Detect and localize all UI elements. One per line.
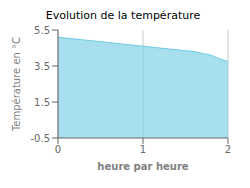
svg-text:3.5: 3.5 [34,61,50,72]
svg-text:1.5: 1.5 [34,97,50,108]
svg-text:heure par heure: heure par heure [97,161,188,172]
svg-text:2: 2 [225,144,231,155]
svg-text:Température en °C: Température en °C [11,37,22,132]
html-text:Evolution de la température: Evolution de la température [45,9,201,22]
svg-text:0: 0 [55,144,61,155]
svg-text:1: 1 [140,144,146,155]
svg-text:-0.5: -0.5 [30,133,50,144]
svg-text:5.5: 5.5 [34,25,50,36]
